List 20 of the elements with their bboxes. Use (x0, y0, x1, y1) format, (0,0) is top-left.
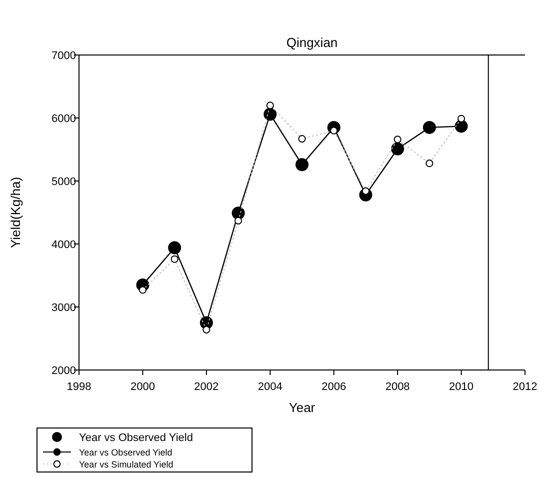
y-tick-label: 4000 (52, 239, 76, 251)
y-axis-title: Yield(Kg/ha) (8, 176, 23, 248)
legend-label: Year vs Observed Yield (79, 448, 172, 458)
y-tick-label: 2000 (52, 365, 76, 377)
legend-label: Year vs Observed Yield (79, 432, 193, 444)
x-axis-title: Year (288, 400, 316, 415)
y-tick-label: 5000 (52, 176, 76, 188)
legend-label: Year vs Simulated Yield (79, 460, 174, 470)
y-tick-label: 7000 (52, 50, 76, 62)
x-tick-label: 2010 (449, 381, 474, 393)
y-tick-label: 6000 (52, 113, 76, 125)
x-tick-label: 2012 (512, 381, 538, 393)
x-tick-label: 2008 (385, 381, 410, 393)
x-tick-label: 2002 (194, 381, 219, 393)
y-tick-label: 3000 (52, 302, 76, 314)
x-tick-label: 1998 (66, 381, 92, 393)
x-tick-label: 2006 (322, 381, 346, 393)
x-tick-label: 2000 (130, 381, 155, 393)
chart-title: Qingxian (286, 35, 338, 50)
x-tick-label: 2004 (258, 381, 282, 393)
